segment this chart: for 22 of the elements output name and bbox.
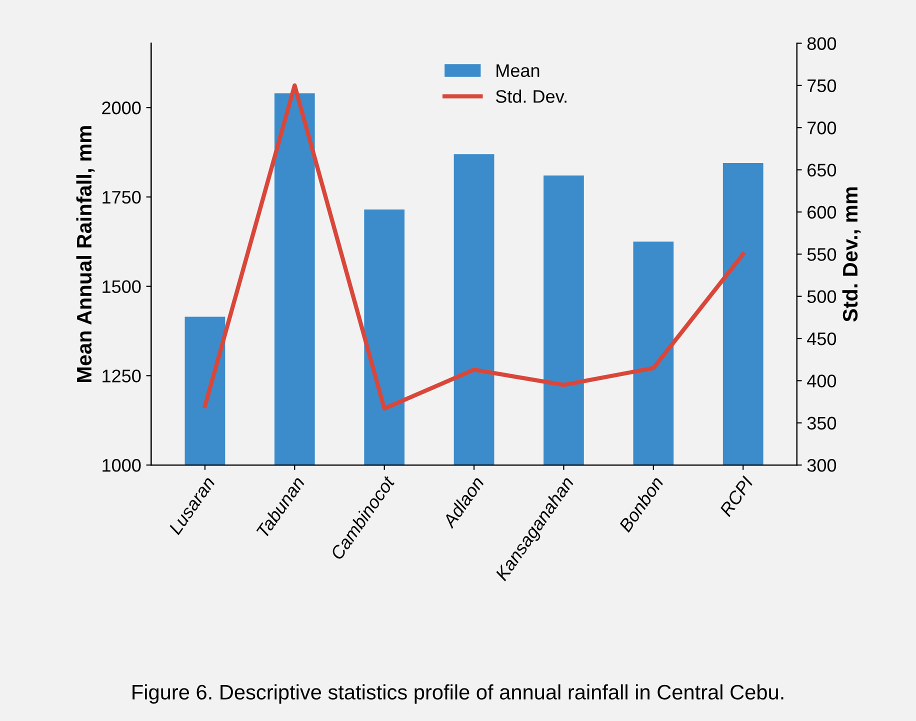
y2-tick-label: 300 — [807, 458, 836, 472]
y2-tick-label: 650 — [808, 164, 836, 177]
y2-axis-title: Std. Dev., mm — [842, 187, 861, 322]
y2-tick-label: 400 — [807, 374, 836, 388]
y2-tick-label: 800 — [807, 37, 836, 50]
y-tick-label: 1750 — [102, 190, 141, 204]
y2-tick-label: 550 — [807, 248, 836, 261]
caption: Figure 6. Descriptive statistics profile of annual rainfall in Central Cebu. — [132, 684, 784, 704]
y2-tick-label: 350 — [807, 416, 836, 430]
y-tick-label: 1500 — [102, 280, 141, 294]
y2-tick-label: 750 — [808, 79, 836, 92]
y2-tick-label: 700 — [808, 122, 836, 134]
y-tick-label: 2000 — [102, 102, 141, 114]
y2-tick-label: 500 — [807, 290, 836, 304]
legend-label: Std. Dev. — [496, 90, 566, 103]
legend-label: Mean — [496, 64, 540, 77]
y-tick-label: 1000 — [102, 458, 141, 472]
y2-tick-label: 600 — [808, 206, 836, 219]
line-series — [202, 83, 746, 411]
y2-tick-label: 450 — [807, 332, 836, 346]
y-axis-title: Mean Annual Rainfall, mm — [76, 126, 95, 382]
y-tick-label: 1250 — [102, 370, 141, 382]
